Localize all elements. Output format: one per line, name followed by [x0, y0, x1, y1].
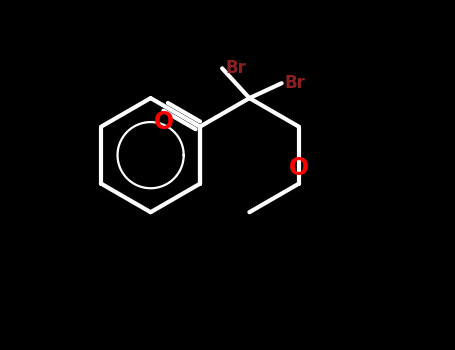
Text: Br: Br: [225, 60, 246, 77]
Text: O: O: [289, 156, 309, 180]
Text: Br: Br: [285, 74, 305, 92]
Text: O: O: [153, 110, 173, 133]
